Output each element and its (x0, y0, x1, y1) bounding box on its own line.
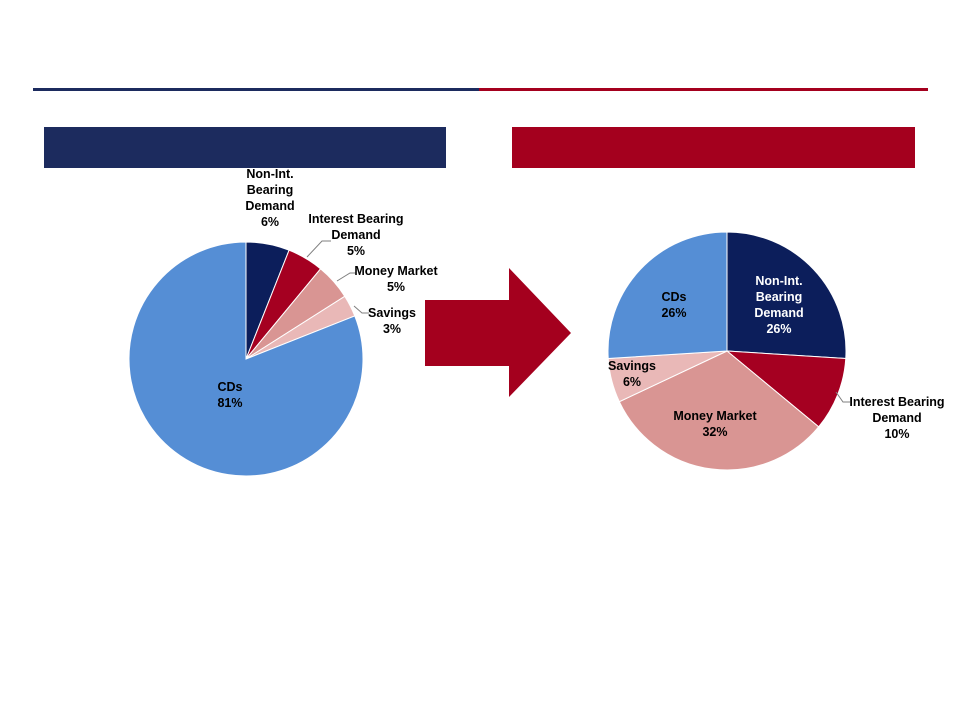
pie-slice-cds (607, 231, 728, 360)
header-banner-right (512, 127, 915, 168)
right-arrow-icon (425, 268, 571, 397)
pie-chart-right: Non-Int. Bearing Demand 26% Interest Bearing… (607, 231, 945, 471)
data-label-savings: Savings 3% (368, 306, 416, 336)
data-label-savings: Savings 6% (608, 359, 656, 389)
data-label-cds: CDs 26% (661, 290, 686, 320)
data-label-interest-bearing-demand: Interest Bearing Demand 10% (849, 395, 944, 441)
pie-slice-non-int-bearing-demand (726, 231, 847, 360)
data-label-money-market: Money Market 32% (673, 409, 757, 439)
pie-slice-cds (128, 241, 364, 477)
pie-slice-money-market (618, 350, 820, 471)
leader-line-interest-bearing-demand (835, 391, 850, 403)
data-label-non-int-bearing-demand: Non-Int. Bearing Demand 26% (754, 274, 803, 336)
pie-chart-left: Non-Int. Bearing Demand 6% Interest Bearing D… (128, 167, 439, 477)
data-label-interest-bearing-demand: Interest Bearing Demand 5% (308, 212, 403, 258)
data-label-non-int-bearing-demand: Non-Int. Bearing Demand 6% (245, 167, 294, 229)
data-label-money-market: Money Market 5% (354, 264, 438, 294)
data-label-cds: CDs 81% (217, 380, 242, 410)
leader-line-money-market (336, 272, 356, 282)
divider-left (33, 88, 479, 91)
leader-line-savings (353, 305, 369, 314)
header-banner-left (44, 127, 446, 168)
divider-right (479, 88, 928, 91)
leader-line-interest-bearing-demand (306, 240, 331, 258)
